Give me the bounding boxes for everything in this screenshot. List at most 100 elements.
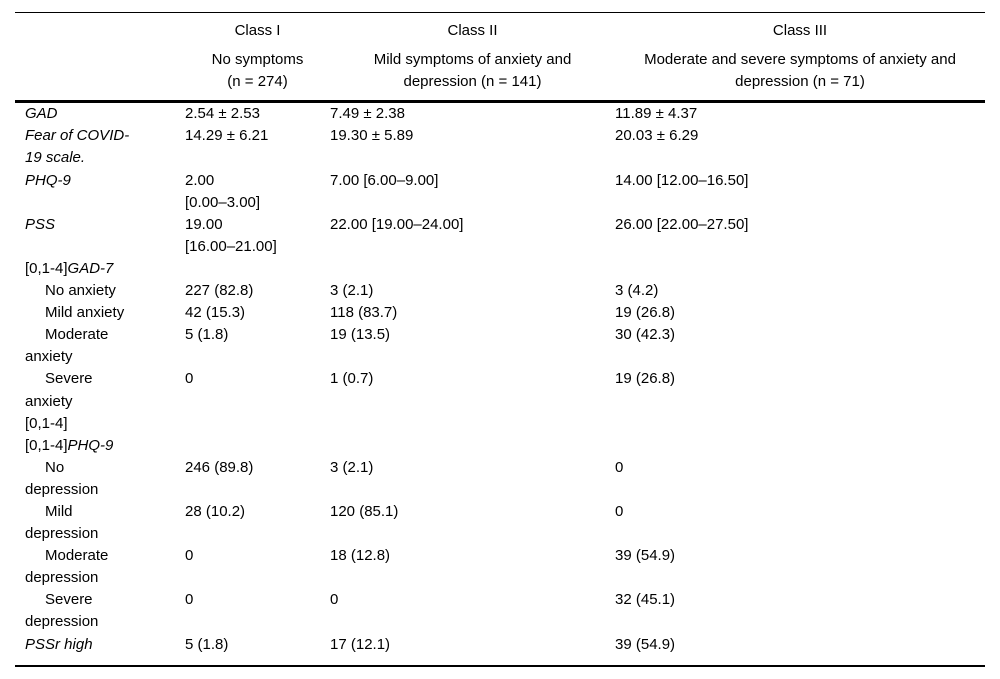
cell-value: 1 (0.7)	[330, 370, 374, 388]
row-label-text: PHQ-9	[67, 436, 114, 454]
row-label-text: PSS	[25, 215, 56, 233]
row-label-text: Severe anxiety	[25, 370, 93, 410]
cell-value: 19 (26.8)	[615, 304, 676, 322]
cell-value: 5 (1.8)	[185, 635, 229, 653]
row-label: Severe depression	[15, 589, 185, 633]
table-row: Mild anxiety 42 (15.3) 118 (83.7) 19 (26.8)	[15, 302, 985, 324]
cell-value: 26.00 [22.00–27.50]	[615, 215, 749, 233]
cell-value: 3 (4.2)	[615, 282, 659, 300]
cell-value: 39 (54.9)	[615, 547, 676, 565]
subheader-class-1: No symptoms (n = 274)	[211, 51, 304, 91]
cell-value: 227 (82.8)	[185, 282, 254, 300]
subheader-row: No symptoms (n = 274) Mild symptoms of a…	[15, 42, 985, 102]
row-label-text: Moderate depression	[25, 547, 109, 587]
cell-value: 30 (42.3)	[615, 326, 676, 344]
cell-value: 17 (12.1)	[330, 635, 391, 653]
cell-value: 0	[185, 547, 194, 565]
cell-value: 20.03 ± 6.29	[615, 127, 699, 145]
table-row: [0,1-4]GAD-7	[15, 258, 985, 280]
row-label-text: PSSr high	[25, 635, 93, 653]
row-label: [0,1-4]GAD-7	[15, 258, 185, 280]
cell-value: 11.89 ± 4.37	[615, 105, 698, 123]
row-label: No anxiety	[15, 280, 185, 302]
cell-value: 120 (85.1)	[330, 502, 399, 520]
subheader-class-3: Moderate and severe symptoms of anxiety …	[644, 51, 956, 91]
row-label-text: PHQ-9	[25, 171, 71, 189]
cell-value: 0	[330, 591, 339, 609]
cell-value: 5 (1.8)	[185, 326, 229, 344]
cell-value: 2.00 [0.00–3.00]	[185, 171, 261, 211]
cell-value: 19 (26.8)	[615, 370, 676, 388]
row-label: Moderate anxiety	[15, 324, 185, 368]
cell-value: 7.00 [6.00–9.00]	[330, 171, 439, 189]
cell-value	[615, 258, 985, 280]
row-label-text: GAD	[25, 105, 58, 123]
cell-value: 3 (2.1)	[330, 458, 374, 476]
row-label: PSS	[15, 214, 185, 258]
cell-value	[185, 258, 330, 280]
table-row: PSSr high 5 (1.8) 17 (12.1) 39 (54.9)	[15, 634, 985, 666]
row-label-text: GAD-7	[67, 259, 114, 277]
cell-value	[185, 413, 330, 435]
table-row: Moderate depression 0 18 (12.8) 39 (54.9)	[15, 545, 985, 589]
cell-value: 14.00 [12.00–16.50]	[615, 171, 749, 189]
cell-value	[615, 435, 985, 457]
col-header-class-3: Class III	[772, 22, 828, 39]
cell-value: 22.00 [19.00–24.00]	[330, 215, 464, 233]
row-label: GAD	[15, 102, 185, 126]
row-label: Moderate depression	[15, 545, 185, 589]
row-label: [0,1-4]PHQ-9	[15, 435, 185, 457]
row-label-prefix: [0,1-4]	[25, 259, 68, 277]
table-row: Fear of COVID- 19 scale. 14.29 ± 6.21 19.3…	[15, 125, 985, 169]
cell-value: 32 (45.1)	[615, 591, 676, 609]
row-label: Fear of COVID- 19 scale.	[15, 125, 185, 169]
cell-value	[185, 435, 330, 457]
row-label-text: No depression	[25, 458, 99, 498]
row-label-text: Mild anxiety	[45, 304, 125, 322]
row-label: Mild anxiety	[15, 302, 185, 324]
table-row: [0,1-4]	[15, 413, 985, 435]
table-row: Moderate anxiety 5 (1.8) 19 (13.5) 30 (42.3…	[15, 324, 985, 368]
cell-value: 0	[185, 591, 194, 609]
cell-value: 0	[615, 502, 624, 520]
cell-value: 39 (54.9)	[615, 635, 676, 653]
empty-header-cell	[15, 13, 185, 43]
row-label: Severe anxiety	[15, 368, 185, 412]
table-row: GAD 2.54 ± 2.53 7.49 ± 2.38 11.89 ± 4.37	[15, 102, 985, 126]
row-label-text: Fear of COVID- 19 scale.	[25, 127, 130, 167]
cell-value: 3 (2.1)	[330, 282, 374, 300]
class-comparison-table: Class I Class II Class III No symptoms (…	[15, 12, 985, 667]
cell-value: 118 (83.7)	[330, 304, 398, 322]
cell-value: 7.49 ± 2.38	[330, 105, 405, 123]
row-label: Mild depression	[15, 501, 185, 545]
cell-value: 42 (15.3)	[185, 304, 246, 322]
cell-value	[330, 413, 615, 435]
col-header-class-1: Class I	[234, 22, 281, 39]
row-label-text: [0,1-4]	[25, 414, 68, 432]
table-header: Class I Class II Class III No symptoms (…	[15, 13, 985, 102]
cell-value: 14.29 ± 6.21	[185, 127, 269, 145]
table-row: No anxiety 227 (82.8) 3 (2.1) 3 (4.2)	[15, 280, 985, 302]
cell-value: 19.30 ± 5.89	[330, 127, 414, 145]
subheader-class-2: Mild symptoms of anxiety and depression …	[373, 51, 572, 91]
row-label-text: Moderate anxiety	[25, 326, 109, 366]
class-header-row: Class I Class II Class III	[15, 13, 985, 43]
table-row: PSS 19.00 [16.00–21.00] 22.00 [19.00–24.00…	[15, 214, 985, 258]
table-row: Severe depression 0 0 32 (45.1)	[15, 589, 985, 633]
table-row: No depression 246 (89.8) 3 (2.1) 0	[15, 457, 985, 501]
table-body: GAD 2.54 ± 2.53 7.49 ± 2.38 11.89 ± 4.37 Fea…	[15, 102, 985, 666]
row-label: No depression	[15, 457, 185, 501]
row-label: PSSr high	[15, 634, 185, 666]
row-label-prefix: [0,1-4]	[25, 436, 68, 454]
row-label: [0,1-4]	[15, 413, 185, 435]
cell-value	[615, 413, 985, 435]
col-header-class-2: Class II	[447, 22, 498, 39]
cell-value: 0	[185, 370, 194, 388]
cell-value: 246 (89.8)	[185, 458, 254, 476]
table-row: Severe anxiety 0 1 (0.7) 19 (26.8)	[15, 368, 985, 412]
row-label-text: No anxiety	[45, 282, 116, 300]
empty-subheader-cell	[15, 42, 185, 102]
cell-value: 18 (12.8)	[330, 547, 391, 565]
row-label: PHQ-9	[15, 170, 185, 214]
